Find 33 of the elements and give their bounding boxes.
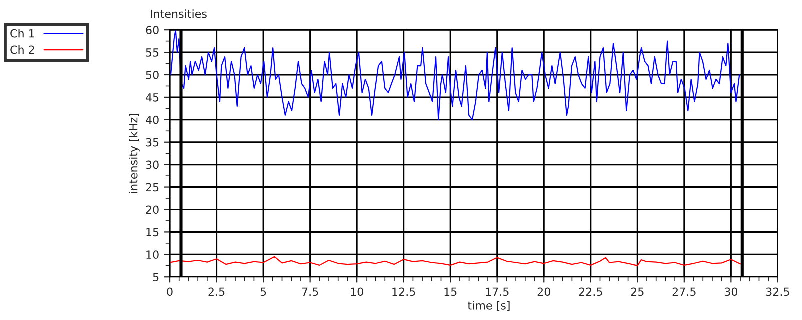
y-tick-label: 55	[146, 48, 159, 57]
y-tick-label: 5	[153, 273, 159, 282]
x-tick-label: 7.5	[302, 288, 318, 296]
x-tick-label: 32.5	[766, 288, 790, 296]
y-tick-label: 25	[146, 183, 159, 192]
line-series	[170, 30, 740, 120]
y-tick-label: 50	[146, 70, 159, 80]
x-tick-label: 27.5	[672, 288, 696, 296]
y-tick-label: 40	[146, 116, 159, 124]
x-axis-title: time [s]	[468, 301, 510, 312]
y-axis-title: intensity [kHz]	[129, 114, 140, 194]
y-tick-label: 15	[146, 228, 159, 237]
x-tick-label: 12.5	[392, 288, 416, 296]
y-tick-label: 60	[146, 26, 159, 34]
x-tick-label: 17.5	[486, 288, 509, 296]
x-tick-label: 22.5	[579, 288, 602, 296]
y-tick-label: 35	[146, 138, 159, 147]
x-tick-label: 20	[538, 288, 550, 296]
x-tick-label: 5	[260, 288, 266, 296]
chart-title: Intensities	[151, 10, 207, 18]
x-tick-label: 15	[444, 288, 457, 296]
x-tick-label: 30	[724, 288, 738, 296]
y-tick-label: 30	[146, 160, 159, 170]
y-tick-label: 20	[146, 206, 159, 214]
x-tick-label: 0	[167, 288, 173, 296]
y-tick-label: 45	[146, 94, 159, 102]
line-series	[170, 256, 742, 266]
legend-label: Ch 2	[10, 46, 34, 54]
x-tick-label: 10	[351, 288, 364, 296]
x-tick-label: 25	[631, 288, 644, 296]
legend-label: Ch 1	[10, 29, 34, 38]
x-tick-label: 2.5	[208, 288, 225, 296]
y-tick-label: 10	[146, 250, 159, 260]
